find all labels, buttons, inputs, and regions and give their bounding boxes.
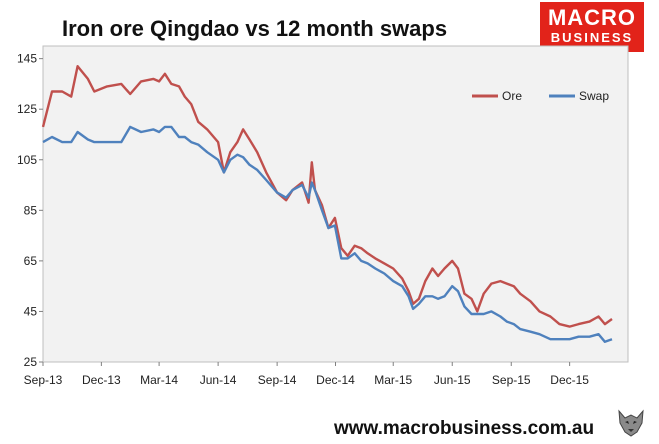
chart-title: Iron ore Qingdao vs 12 month swaps bbox=[62, 16, 448, 41]
legend: Ore Swap bbox=[472, 89, 609, 103]
plot-area bbox=[42, 45, 629, 363]
y-tick-label: 85 bbox=[24, 203, 38, 217]
legend-label-ore: Ore bbox=[502, 89, 522, 103]
x-tick-label: Mar-14 bbox=[140, 373, 178, 387]
x-tick-label: Sep-15 bbox=[492, 373, 531, 387]
macrobusiness-logo[interactable]: MACRO BUSINESS bbox=[540, 2, 644, 52]
wolf-head-icon bbox=[614, 405, 648, 439]
x-tick-label: Dec-15 bbox=[550, 373, 589, 387]
y-tick-label: 125 bbox=[17, 102, 37, 116]
logo-line-2: BUSINESS bbox=[550, 30, 634, 45]
x-tick-label: Mar-15 bbox=[374, 373, 412, 387]
legend-label-swap: Swap bbox=[579, 89, 609, 103]
x-tick-label: Jun-14 bbox=[200, 373, 237, 387]
y-tick-label: 65 bbox=[24, 254, 38, 268]
y-tick-label: 145 bbox=[17, 52, 37, 66]
y-axis: 25 45 65 85 105 125 145 bbox=[17, 52, 43, 369]
y-tick-label: 25 bbox=[24, 355, 38, 369]
x-tick-label: Dec-13 bbox=[82, 373, 121, 387]
x-tick-label: Dec-14 bbox=[316, 373, 355, 387]
logo-line-1: MACRO bbox=[547, 5, 637, 30]
y-tick-label: 45 bbox=[24, 304, 38, 318]
x-axis-labels: Sep-13 Dec-13 Mar-14 Jun-14 Sep-14 Dec-14 Mar-… bbox=[24, 362, 589, 387]
x-tick-label: Sep-13 bbox=[24, 373, 63, 387]
series-line-ore bbox=[41, 65, 613, 328]
series-group bbox=[41, 65, 613, 343]
series-line-swap bbox=[42, 125, 613, 343]
x-tick-label: Sep-14 bbox=[258, 373, 297, 387]
y-tick-label: 105 bbox=[17, 153, 37, 167]
site-url[interactable]: www.macrobusiness.com.au bbox=[334, 418, 595, 439]
x-tick-label: Jun-15 bbox=[434, 373, 471, 387]
